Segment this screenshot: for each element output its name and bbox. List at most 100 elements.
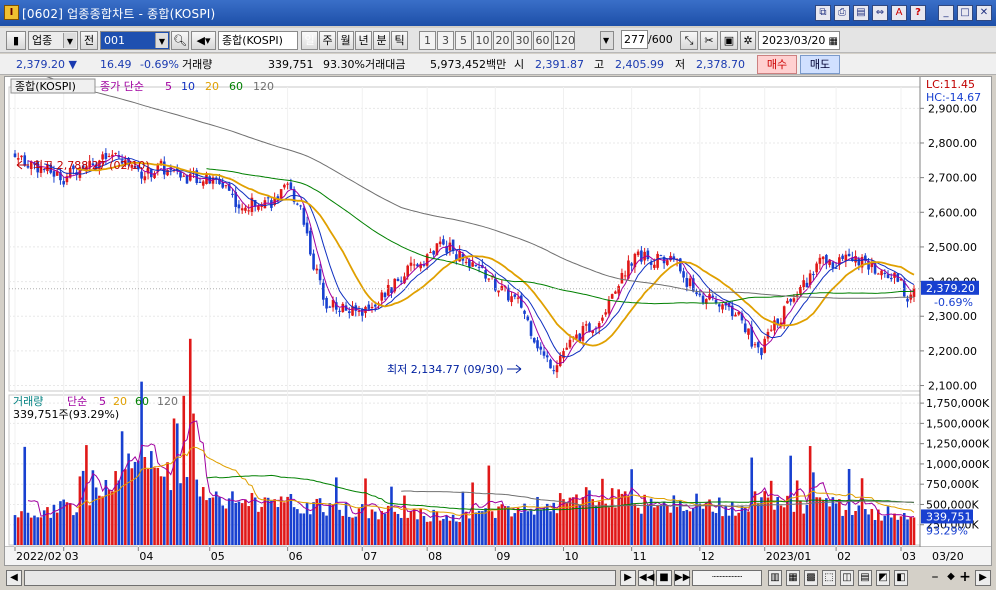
interval-button-2[interactable]: 5: [455, 31, 472, 50]
volume-bar: [669, 512, 672, 545]
count-input[interactable]: 277: [621, 30, 648, 49]
period-tab-5[interactable]: 틱: [391, 31, 408, 50]
volume-bar: [380, 511, 384, 545]
volume-bar: [247, 506, 250, 545]
chart-tool-icon-8[interactable]: ◧: [894, 570, 908, 586]
interval-button-7[interactable]: 120: [553, 31, 575, 50]
volume-bar: [318, 498, 322, 545]
date-input[interactable]: 2023/03/20 ▦: [758, 31, 840, 50]
print-icon[interactable]: ⎙: [834, 5, 850, 21]
volume-bar: [270, 500, 273, 545]
volume-bar: [192, 413, 195, 545]
candle-body: [646, 250, 650, 260]
search-icon[interactable]: 🔍︎: [171, 31, 189, 50]
chevron-down-icon[interactable]: ▼: [63, 33, 76, 48]
volume-bar: [724, 505, 728, 545]
stop-icon[interactable]: ■: [656, 570, 672, 586]
speaker-icon[interactable]: ◀▾: [191, 31, 216, 50]
chevron-down-icon[interactable]: ▼: [600, 31, 614, 50]
x-tick-label: 06: [289, 550, 303, 563]
interval-button-6[interactable]: 60: [533, 31, 552, 50]
play-back-icon[interactable]: ▶: [620, 570, 636, 586]
period-tab-0[interactable]: 일: [301, 31, 318, 50]
minimize-icon[interactable]: _: [938, 5, 954, 21]
period-tab-1[interactable]: 주: [319, 31, 336, 50]
zoom-in-button[interactable]: +: [959, 569, 971, 585]
maximize-icon[interactable]: □: [957, 5, 973, 21]
volume-bar: [860, 478, 864, 545]
calendar-icon[interactable]: ▦: [828, 36, 838, 47]
market-select[interactable]: 업종 ▼: [28, 31, 78, 50]
fast-forward-icon[interactable]: ▶▶: [674, 570, 690, 586]
candle-body: [818, 257, 822, 264]
candle-body: [867, 261, 870, 270]
interval-button-4[interactable]: 20: [493, 31, 512, 50]
chart-tool-icon-4[interactable]: ⬚: [822, 570, 836, 586]
prev-button[interactable]: 전: [80, 31, 98, 50]
scroll-left-icon[interactable]: ◀: [6, 570, 22, 586]
price-volume-chart[interactable]: 2,900.00 2,800.00 2,700.00 2,600.00 2,500.00…: [5, 77, 991, 565]
interval-button-3[interactable]: 10: [473, 31, 492, 50]
volume-bar: [558, 493, 562, 545]
volume-ma-20-line: [76, 446, 915, 516]
volume-bar: [617, 489, 620, 545]
disk-icon[interactable]: ▣: [720, 31, 738, 50]
volume-bar: [240, 503, 244, 545]
speed-slider[interactable]: ┈┈┈┈┈: [692, 570, 762, 586]
chart-tool-icon-3[interactable]: ▩: [804, 570, 818, 586]
volume-bar: [539, 510, 543, 545]
help-icon[interactable]: ?: [910, 5, 926, 21]
volume-bar: [416, 519, 419, 545]
lock-icon[interactable]: ▮: [6, 31, 26, 50]
volume-bar: [442, 518, 445, 545]
save-icon[interactable]: ⇔: [872, 5, 888, 21]
candle-body: [565, 347, 569, 350]
candle-body: [799, 287, 802, 294]
zoom-out-button[interactable]: –: [931, 569, 939, 585]
chart-tool-icon-1[interactable]: ▥: [768, 570, 782, 586]
chart-tool-icon-2[interactable]: ▦: [786, 570, 800, 586]
candle-body: [844, 254, 848, 261]
volume-bar: [847, 468, 851, 545]
sell-button[interactable]: 매도: [800, 55, 840, 74]
index-name-field: 종합(KOSPI): [218, 31, 298, 50]
chart-tool-icon-6[interactable]: ▤: [858, 570, 872, 586]
chart-area[interactable]: 2,900.00 2,800.00 2,700.00 2,600.00 2,500.00…: [4, 76, 992, 566]
period-tab-2[interactable]: 월: [337, 31, 354, 50]
chart-tool-icon-7[interactable]: ◩: [876, 570, 890, 586]
interval-button-0[interactable]: 1: [419, 31, 436, 50]
volume-bar: [94, 487, 98, 545]
volume-bar: [893, 513, 896, 545]
volume-bar: [468, 518, 471, 545]
scroll-right-icon[interactable]: ▶: [975, 570, 991, 586]
code-input[interactable]: 001 ▼: [100, 31, 170, 50]
period-tab-3[interactable]: 년: [355, 31, 372, 50]
candle-body: [786, 300, 789, 304]
close-icon[interactable]: ✕: [976, 5, 992, 21]
candle-body: [477, 266, 481, 268]
high-label: 고: [594, 58, 605, 71]
zoom-out-icon[interactable]: ⤡: [680, 31, 698, 50]
volume-bar: [818, 497, 822, 545]
chart-tool-icon-5[interactable]: ◫: [840, 570, 854, 586]
scroll-track[interactable]: [24, 570, 616, 586]
volume-bar: [685, 509, 689, 545]
alert-icon[interactable]: A: [891, 5, 907, 21]
link-icon[interactable]: ⧉: [815, 5, 831, 21]
gear-icon[interactable]: ✲: [740, 31, 756, 50]
volume-bar: [834, 503, 838, 545]
interval-button-5[interactable]: 30: [513, 31, 532, 50]
rewind-icon[interactable]: ◀◀: [638, 570, 654, 586]
zoom-slider-icon[interactable]: ◆: [947, 571, 955, 582]
volume-bar: [484, 508, 487, 545]
volume-bar: [886, 506, 890, 545]
buy-button[interactable]: 매수: [757, 55, 797, 74]
period-tab-4[interactable]: 분: [373, 31, 390, 50]
tools-icon[interactable]: ✂: [700, 31, 718, 50]
interval-button-1[interactable]: 3: [437, 31, 454, 50]
volume-pct: 93.30%: [323, 58, 365, 71]
chevron-down-icon[interactable]: ▼: [155, 33, 168, 48]
candle-body: [821, 256, 825, 260]
volume-bar: [227, 498, 231, 545]
screen-icon[interactable]: ▤: [853, 5, 869, 21]
